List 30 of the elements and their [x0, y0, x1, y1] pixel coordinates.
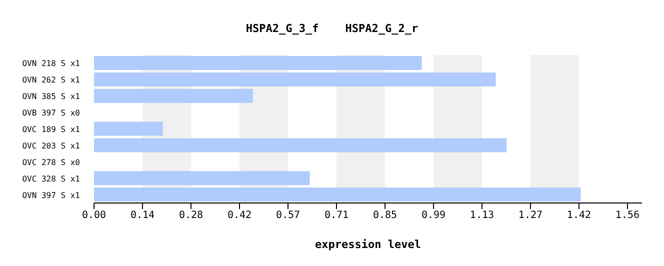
bar	[94, 188, 581, 202]
y-tick-label: OVN 385 S x1	[22, 92, 80, 102]
y-tick-label: OVC 189 S x1	[22, 125, 80, 134]
y-tick-label: OVN 397 S x1	[22, 190, 80, 200]
x-tick-label: 1.13	[470, 210, 494, 222]
x-tick-label: 0.99	[421, 210, 446, 222]
bar	[94, 88, 253, 103]
bar	[94, 72, 496, 86]
x-tick-label: 1.56	[615, 210, 640, 222]
x-tick-label: 0.14	[130, 210, 155, 222]
x-axis-title: expression level	[315, 238, 421, 251]
x-tick-label: 0.71	[324, 210, 349, 222]
y-tick-label: OVC 278 S x0	[22, 158, 80, 167]
bar	[94, 138, 507, 152]
bar	[94, 122, 163, 136]
bar	[94, 171, 310, 186]
x-tick-label: 0.00	[82, 210, 106, 222]
x-tick-label: 0.57	[276, 210, 300, 222]
x-tick-label: 1.42	[566, 210, 592, 222]
y-tick-label: OVN 218 S x1	[22, 59, 80, 68]
chart-title: HSPA2_G_3_f HSPA2_G_2_r	[244, 22, 420, 35]
x-tick-label: 0.85	[372, 210, 398, 222]
y-tick-label: OVC 203 S x1	[22, 141, 80, 150]
x-tick-label: 0.28	[178, 210, 204, 222]
y-tick-label: OVN 262 S x1	[22, 76, 80, 85]
x-tick-label: 0.42	[227, 210, 252, 222]
x-tick-label: 1.27	[518, 210, 543, 222]
y-tick-label: OVC 328 S x1	[22, 174, 80, 184]
bar	[94, 56, 422, 70]
y-tick-label: OVB 397 S x0	[22, 108, 80, 118]
